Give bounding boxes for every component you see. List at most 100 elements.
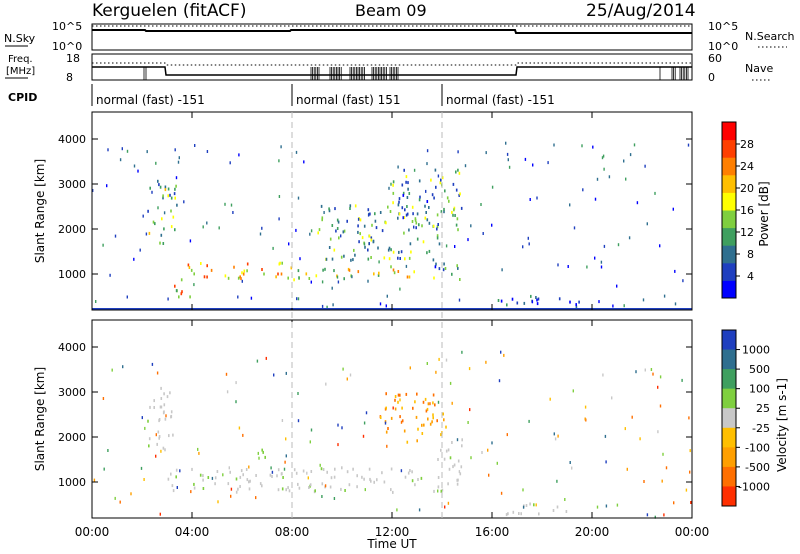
range-cell (270, 466, 272, 470)
range-cell (605, 460, 607, 464)
range-cell (447, 501, 450, 505)
range-cell (328, 246, 331, 249)
range-cell (354, 204, 357, 208)
range-cell (363, 242, 366, 246)
range-cell (506, 152, 509, 156)
range-cell (392, 180, 395, 184)
velocity-ylabel: Slant Range [km] (33, 367, 47, 471)
range-cell (278, 262, 281, 266)
range-cell (368, 234, 371, 238)
range-cell (153, 406, 155, 409)
range-cell (573, 226, 576, 230)
range-cell (166, 395, 169, 399)
colorbar-tick-label: 1000 (742, 344, 770, 357)
range-cell (310, 470, 313, 473)
power-panel-bg (92, 112, 692, 310)
range-cell (321, 482, 324, 486)
range-cell (418, 179, 421, 183)
range-cell (139, 248, 141, 252)
range-cell (415, 415, 418, 419)
range-cell (436, 225, 439, 229)
range-cell (400, 250, 403, 254)
y-tick-label: 4000 (58, 341, 86, 354)
range-cell (416, 212, 419, 216)
range-cell (103, 467, 105, 471)
range-cell (160, 233, 163, 237)
cpid-segment-label: normal (fast) -151 (96, 93, 205, 107)
range-cell (386, 294, 388, 298)
range-cell (498, 379, 501, 383)
range-cell (157, 206, 159, 210)
range-cell (307, 476, 309, 480)
range-cell (107, 148, 109, 152)
range-cell (443, 207, 445, 211)
range-cell (170, 410, 173, 414)
range-cell (206, 275, 208, 279)
range-cell (142, 214, 144, 218)
range-cell (155, 454, 157, 458)
velocity-yticks: 1000 2000 3000 4000 (58, 341, 692, 489)
range-cell (457, 150, 459, 154)
range-cell (451, 210, 453, 214)
colorbar-tick-label: 20 (740, 182, 754, 195)
range-cell (536, 298, 538, 302)
range-cell (689, 449, 691, 453)
range-cell (397, 165, 399, 169)
colorbar-swatch (722, 280, 736, 299)
range-cell (430, 178, 432, 182)
range-cell (440, 448, 442, 452)
range-cell (500, 491, 503, 495)
range-cell (438, 267, 441, 271)
range-cell (255, 474, 257, 477)
range-cell (250, 296, 253, 300)
range-cell (232, 211, 234, 214)
range-cell (409, 242, 412, 246)
range-cell (547, 161, 549, 165)
range-cell (452, 213, 454, 217)
range-cell (459, 472, 462, 476)
range-cell (206, 150, 209, 153)
range-cell (659, 404, 662, 408)
cpid-row: normal (fast) -151 normal (fast) 151 norma… (91, 84, 555, 107)
colorbar-swatch (722, 447, 736, 468)
range-cell (650, 368, 653, 371)
range-cell (443, 457, 446, 461)
range-cell (436, 419, 438, 423)
range-cell (388, 246, 391, 250)
range-cell (175, 289, 178, 293)
range-cell (437, 174, 440, 178)
range-cell (228, 466, 230, 470)
range-cell (418, 198, 421, 202)
range-cell (458, 470, 461, 474)
range-cell (377, 273, 380, 277)
colorbar-tick-label: -25 (752, 422, 770, 435)
range-cell (160, 449, 162, 453)
range-cell (269, 473, 272, 477)
range-cell (230, 494, 232, 498)
range-cell (189, 295, 191, 299)
range-cell (333, 269, 335, 273)
range-cell (198, 451, 200, 455)
range-cell (429, 402, 431, 406)
range-cell (337, 423, 339, 427)
range-cell (414, 217, 417, 221)
nave-trace (92, 62, 692, 66)
range-cell (528, 419, 530, 423)
range-cell (324, 267, 326, 271)
range-cell (257, 451, 259, 455)
range-cell (224, 274, 227, 278)
range-cell (390, 182, 392, 186)
range-cell (148, 231, 151, 235)
range-cell (322, 468, 325, 471)
range-cell (468, 367, 471, 371)
station-title: Kerguelen (fitACF) (92, 1, 246, 21)
range-cell (152, 220, 155, 224)
range-cell (356, 485, 358, 489)
range-cell (443, 262, 445, 266)
range-cell (277, 272, 279, 276)
colorbar-tick-label: 16 (740, 204, 754, 217)
range-cell (512, 510, 515, 514)
range-cell (194, 144, 196, 147)
range-cell (596, 177, 599, 181)
range-cell (414, 218, 417, 222)
